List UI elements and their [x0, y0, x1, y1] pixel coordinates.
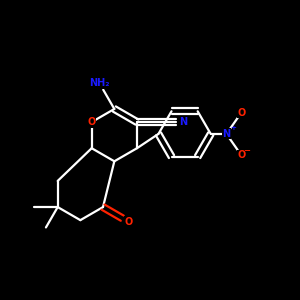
Text: O: O: [88, 117, 96, 127]
Text: O: O: [237, 150, 246, 161]
Text: N: N: [222, 129, 230, 139]
Text: NH₂: NH₂: [89, 78, 110, 88]
Text: O: O: [124, 217, 133, 227]
Text: −: −: [243, 146, 250, 155]
Text: N: N: [180, 117, 188, 127]
Text: O: O: [237, 107, 246, 118]
Text: +: +: [230, 125, 236, 131]
